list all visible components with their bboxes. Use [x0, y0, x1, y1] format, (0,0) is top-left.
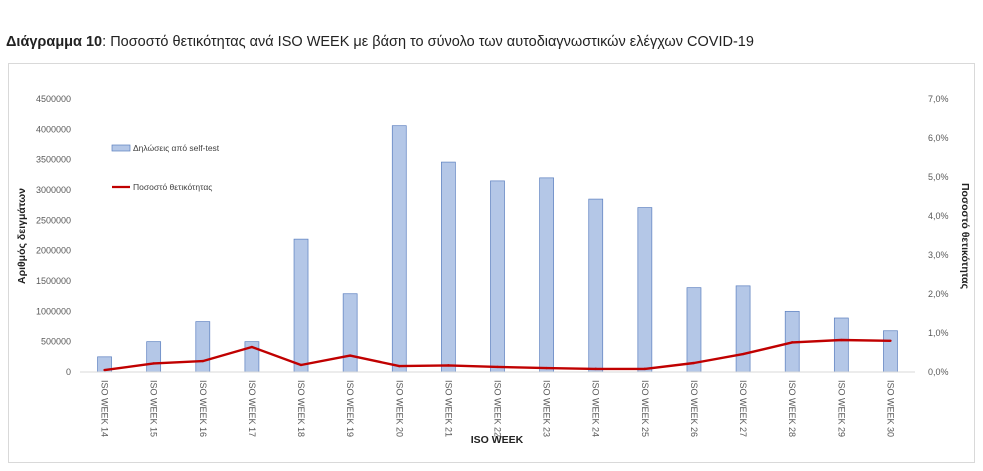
line-point	[152, 362, 155, 365]
x-tick-label: ISO WEEK 30	[885, 380, 895, 437]
x-tick-label: ISO WEEK 17	[247, 380, 257, 437]
line-point	[840, 338, 843, 342]
line-point	[299, 363, 303, 367]
bar-series	[97, 125, 898, 373]
y-axis-title: Αριθμός δειγμάτων	[16, 188, 28, 284]
y2-tick-label: 4,0%	[928, 211, 949, 221]
line-point	[692, 361, 696, 365]
bar	[735, 285, 751, 373]
y2-tick-label: 1,0%	[928, 328, 949, 338]
x-tick-label: ISO WEEK 16	[198, 380, 208, 437]
y-axis-ticks: 0 500000 1000000 1500000 2000000 2500000 30000…	[36, 94, 71, 377]
legend-label-line: Ποσοστό θετικότητας	[133, 182, 212, 192]
line-point	[643, 367, 647, 371]
x-tick-label: ISO WEEK 23	[542, 380, 552, 437]
bar	[588, 198, 604, 373]
line-point	[791, 341, 794, 344]
line-point	[398, 364, 401, 368]
line-point	[201, 359, 204, 363]
y2-axis-title: Ποσοστό θετικότητας	[959, 183, 971, 290]
y2-tick-label: 0,0%	[928, 367, 949, 377]
bar	[833, 317, 849, 373]
x-tick-label: ISO WEEK 20	[394, 380, 404, 437]
y2-tick-label: 3,0%	[928, 250, 949, 260]
y-tick-label: 3000000	[36, 185, 71, 195]
x-axis-ticks: ISO WEEK 14 ISO WEEK 15 ISO WEEK 16 ISO WEE…	[100, 380, 896, 437]
x-tick-label: ISO WEEK 26	[689, 380, 699, 437]
bar	[441, 161, 456, 373]
line-point	[348, 354, 352, 357]
y-tick-label: 1000000	[36, 306, 71, 316]
x-tick-label: ISO WEEK 21	[443, 380, 453, 437]
legend-swatch-bars	[111, 144, 131, 152]
chart-title: Διάγραμμα 10: Ποσοστό θετικότητας ανά IS…	[6, 34, 754, 50]
chart-frame	[8, 63, 975, 463]
legend-label-bars: Δηλώσεις από self-test	[133, 143, 220, 153]
y-tick-label: 1500000	[36, 276, 71, 286]
line-point	[545, 366, 548, 370]
y-tick-label: 2000000	[36, 246, 71, 256]
bar	[195, 321, 211, 373]
line-point	[594, 367, 597, 371]
bar	[686, 287, 702, 373]
line-point	[889, 339, 892, 342]
legend: Δηλώσεις από self-test Ποσοστό θετικότητ…	[111, 143, 220, 192]
bar	[146, 341, 162, 373]
x-tick-label: ISO WEEK 29	[836, 380, 846, 437]
x-tick-label: ISO WEEK 28	[787, 380, 797, 437]
line-point	[447, 364, 450, 367]
x-tick-label: ISO WEEK 14	[100, 380, 110, 437]
chart-title-bold: Διάγραμμα 10	[6, 34, 103, 50]
y-tick-label: 2500000	[36, 215, 71, 225]
y-tick-label: 4000000	[36, 124, 71, 134]
bar	[342, 293, 358, 373]
x-tick-label: ISO WEEK 27	[738, 380, 748, 437]
bar	[883, 330, 898, 373]
y-tick-label: 4500000	[36, 94, 71, 104]
x-tick-label: ISO WEEK 15	[149, 380, 159, 437]
bar	[539, 177, 554, 373]
y-tick-label: 500000	[41, 337, 71, 347]
y-tick-label: 0	[66, 367, 71, 377]
line-point	[741, 352, 745, 356]
line-series	[103, 338, 892, 372]
bar	[293, 238, 309, 373]
y-tick-label: 3500000	[36, 155, 71, 165]
bar	[637, 207, 653, 373]
y2-tick-label: 2,0%	[928, 289, 949, 299]
x-tick-label: ISO WEEK 22	[493, 380, 503, 437]
y2-tick-label: 6,0%	[928, 133, 949, 143]
bar	[391, 125, 407, 373]
x-tick-label: ISO WEEK 24	[591, 380, 601, 437]
x-tick-label: ISO WEEK 18	[296, 380, 306, 437]
x-tick-label: ISO WEEK 19	[345, 380, 355, 437]
x-tick-label: ISO WEEK 25	[640, 380, 650, 437]
y2-tick-label: 5,0%	[928, 172, 949, 182]
y2-axis-ticks: 0,0% 1,0% 2,0% 3,0% 4,0% 5,0% 6,0% 7,0%	[928, 94, 949, 377]
y2-tick-label: 7,0%	[928, 94, 949, 104]
line-point	[496, 365, 499, 369]
bar	[490, 180, 505, 373]
line-point	[250, 345, 254, 349]
chart-title-text: : Ποσοστό θετικότητας ανά ISO WEEK με βά…	[102, 34, 754, 50]
x-axis-title: ISO WEEK	[471, 434, 524, 446]
line-point	[103, 368, 106, 372]
